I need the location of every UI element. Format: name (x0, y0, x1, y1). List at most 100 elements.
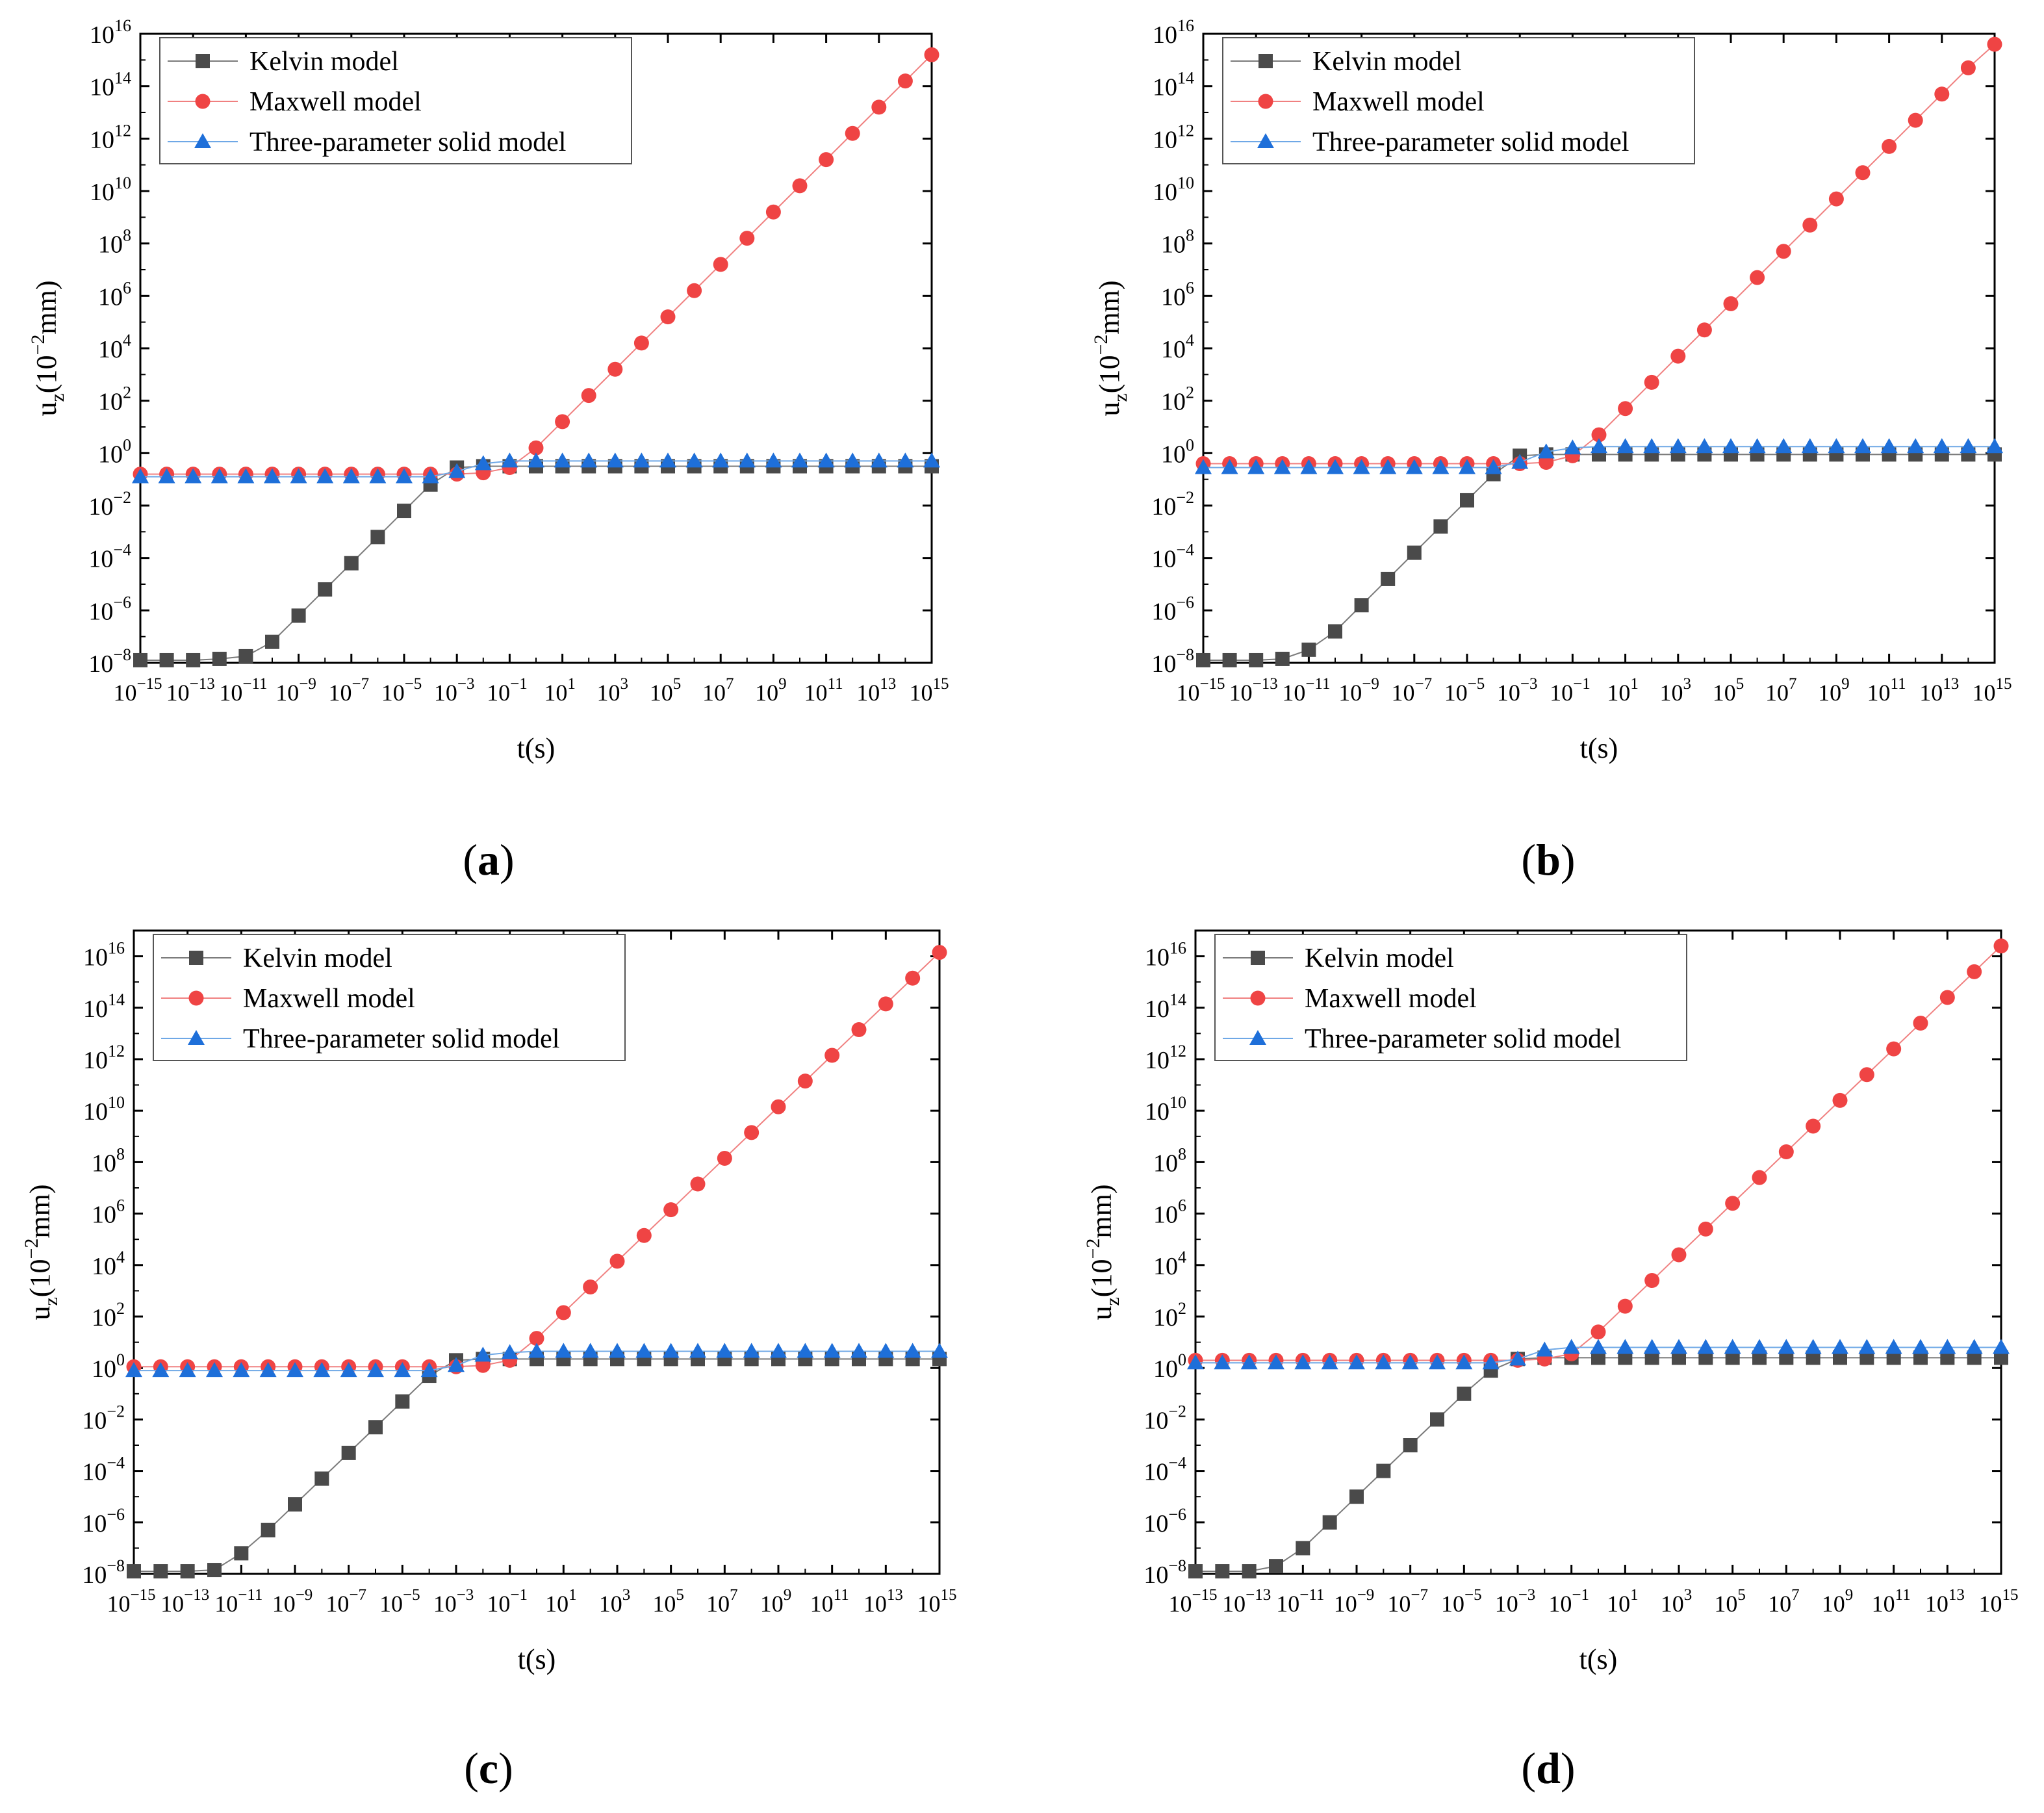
caption-close-paren: ) (498, 1743, 513, 1793)
data-point-square (1242, 1564, 1257, 1579)
data-point-circle (475, 1357, 491, 1373)
x-tick-exponent: 5 (676, 1586, 684, 1604)
data-point-circle (897, 73, 913, 89)
legend-square-marker (196, 54, 210, 68)
y-tick-base: 10 (1153, 1150, 1178, 1177)
caption-close-paren: ) (1561, 835, 1576, 884)
y-axis-title-subscript: z (47, 393, 68, 402)
y-tick-base: 10 (1161, 389, 1186, 416)
data-point-circle (636, 1228, 652, 1243)
y-axis-title-main: u (31, 402, 62, 417)
x-tick-label: 10−13 (166, 675, 215, 706)
data-point-triangle (185, 468, 202, 483)
data-point-circle (1750, 270, 1765, 285)
y-tick-exponent: 4 (1186, 331, 1194, 350)
y-tick-base: 10 (83, 1047, 108, 1074)
data-point-circle (739, 231, 755, 246)
x-tick-base: 10 (1495, 1591, 1518, 1617)
legend-label: Three-parameter solid model (243, 1024, 559, 1054)
x-tick-exponent: 11 (828, 675, 843, 693)
legend: Kelvin model Maxwell model Three-parameter… (1214, 934, 1687, 1061)
legend-label: Maxwell model (249, 87, 422, 117)
data-point-square (127, 1564, 141, 1579)
data-point-triangle (1321, 1354, 1338, 1370)
data-point-triangle (1801, 438, 1819, 454)
data-point-triangle (716, 1343, 734, 1358)
data-point-circle (713, 257, 728, 272)
x-tick-label: 10−9 (272, 1586, 313, 1617)
data-point-square (1196, 652, 1210, 667)
data-point-circle (1908, 112, 1923, 128)
x-tick-label: 10−5 (381, 675, 422, 706)
x-tick-label: 1015 (1973, 675, 2012, 706)
data-point-triangle (420, 1362, 438, 1378)
x-tick-base: 10 (810, 1591, 834, 1617)
y-tick-base: 10 (1143, 1459, 1168, 1486)
data-point-triangle (897, 452, 914, 468)
y-tick-base: 10 (98, 389, 123, 416)
data-point-triangle (367, 1362, 384, 1378)
legend-label: Maxwell model (1305, 984, 1477, 1014)
x-tick-exponent: 15 (941, 1586, 957, 1604)
y-tick-base: 10 (1153, 1202, 1178, 1229)
data-point-triangle (581, 1343, 599, 1358)
y-tick-label: 100 (98, 435, 131, 468)
data-point-square (1913, 1350, 1928, 1365)
data-point-triangle (158, 468, 175, 483)
series-line (1195, 1357, 2001, 1573)
data-point-triangle (1748, 438, 1766, 454)
data-point-circle (555, 414, 570, 430)
y-tick-label: 1016 (90, 16, 131, 49)
chart-panel-a: 10−810−610−410−2100102104106108101010121… (27, 16, 949, 884)
x-tick-label: 1015 (917, 1586, 957, 1617)
data-point-square (1806, 1350, 1820, 1365)
data-point-circle (607, 361, 623, 377)
data-point-triangle (1590, 438, 1607, 454)
data-point-circle (1967, 964, 1982, 979)
legend-label: Kelvin model (1305, 944, 1454, 973)
x-tick-exponent: −13 (190, 675, 215, 693)
x-tick-exponent: −13 (1246, 1586, 1271, 1604)
y-tick-label: 1012 (83, 1042, 125, 1074)
data-point-circle (1617, 1298, 1633, 1314)
data-point-circle (1913, 1016, 1928, 1031)
y-tick-base: 10 (1153, 179, 1177, 206)
data-point-triangle (125, 1362, 142, 1378)
data-point-square (265, 634, 279, 649)
y-tick-exponent: −6 (1176, 593, 1194, 611)
x-tick-exponent: 3 (620, 675, 629, 693)
x-tick-label: 10−3 (1497, 675, 1538, 706)
data-point-triangle (474, 455, 492, 470)
y-tick-base: 10 (1153, 1304, 1178, 1331)
legend-label: Three-parameter solid model (1312, 127, 1629, 157)
legend-circle-marker (188, 990, 204, 1006)
x-tick-label: 10−11 (1276, 1586, 1324, 1617)
data-point-triangle (313, 1362, 331, 1378)
data-point-circle (851, 1022, 867, 1037)
data-point-triangle (152, 1362, 170, 1378)
data-point-triangle (1722, 438, 1739, 454)
x-tick-label: 1013 (856, 675, 896, 706)
x-tick-base: 10 (1661, 1591, 1684, 1617)
x-tick-base: 10 (1550, 680, 1573, 706)
data-point-triangle (1375, 1354, 1392, 1370)
y-tick-base: 10 (1153, 1356, 1178, 1383)
data-point-square (153, 1564, 168, 1579)
data-point-square (1940, 1350, 1955, 1365)
data-point-circle (583, 1279, 598, 1294)
y-tick-exponent: 8 (1178, 1144, 1186, 1163)
y-axis-title-superscript: −2 (21, 1239, 42, 1259)
x-tick-base: 10 (214, 1591, 238, 1617)
data-point-triangle (797, 1343, 814, 1358)
x-tick-exponent: 3 (1683, 675, 1692, 693)
data-point-square (1328, 624, 1342, 639)
data-point-triangle (1907, 438, 1924, 454)
data-point-triangle (738, 452, 756, 468)
y-tick-label: 100 (1161, 435, 1194, 468)
data-point-circle (556, 1305, 571, 1320)
y-tick-base: 10 (90, 74, 114, 101)
y-tick-exponent: 6 (116, 1196, 125, 1215)
x-tick-label: 103 (1661, 1586, 1693, 1617)
x-tick-exponent: −11 (242, 675, 267, 693)
data-point-circle (581, 388, 596, 404)
